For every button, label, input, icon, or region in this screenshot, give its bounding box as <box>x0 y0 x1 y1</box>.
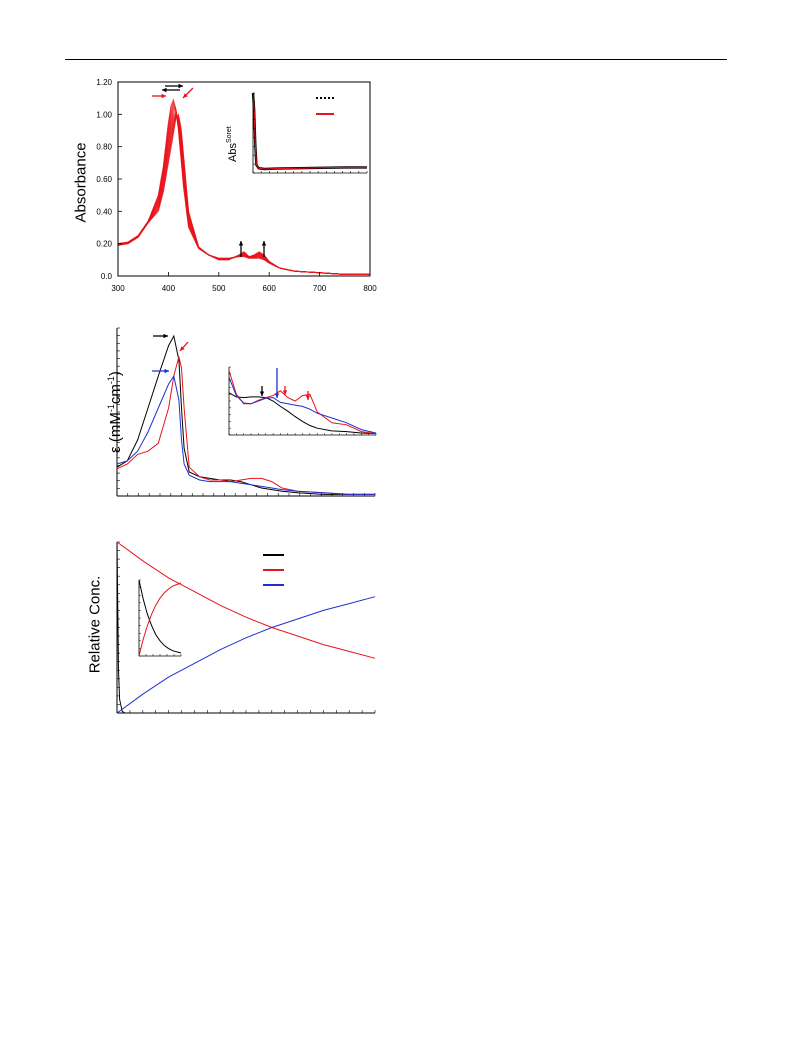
panel-b-series <box>116 356 375 495</box>
panel-a-arrow-red-2-head <box>183 93 188 98</box>
panel-b-ylabel-sup1: -1 <box>106 404 116 413</box>
panel-b-inset-arrow-red-2-head <box>305 395 311 400</box>
panel-c-inset-series <box>138 582 182 657</box>
panel-a-ytick-label: 1.20 <box>96 78 112 87</box>
header-rule <box>65 59 727 60</box>
panel-b-inset-arrow-black-head <box>259 391 265 396</box>
panel-a-ytick-label: 0.0 <box>101 272 113 281</box>
panel-b-arrow-blue-head <box>164 368 169 374</box>
panel-a-xtick-label: 500 <box>212 284 226 293</box>
panel-a-inset-ylabel-sup: Soret <box>226 126 233 143</box>
panel-a-xtick-label: 300 <box>111 284 125 293</box>
panel-c-series <box>116 596 376 714</box>
panel-a-xtick-label: 400 <box>162 284 176 293</box>
panel-a-ytick-label: 1.00 <box>96 110 112 119</box>
panel-b-inset-arrow-red-1-head <box>282 390 288 395</box>
panel-b-inset-series <box>228 392 377 435</box>
panel-a-ytick-label: 0.40 <box>96 207 112 216</box>
panel-c-ylabel: Relative Conc. <box>86 575 104 674</box>
panel-c-inset-series <box>138 579 182 654</box>
panel-b-arrow-black-head <box>163 333 168 339</box>
panel-a-xtick-label: 800 <box>363 284 377 293</box>
panel-a-xtick-label: 700 <box>313 284 327 293</box>
panel-a-inset-ylabel-main: Abs <box>227 143 239 162</box>
panel-c-series <box>116 541 125 714</box>
panel-a-arrow-up-2-head <box>261 241 267 246</box>
panel-a-trace <box>117 113 370 275</box>
panel-a-ytick-label: 0.60 <box>96 175 112 184</box>
panel-c-series <box>116 541 376 659</box>
panel-b-ylabel-prefix: ε (mM <box>107 412 124 453</box>
panel-b-arrow-red-head <box>180 346 185 351</box>
panel-b-ylabel: ε (mM-1cm-1) <box>106 352 124 472</box>
panel-a-arrow-red-1-head <box>161 93 166 99</box>
panel-b-inset-arrow-blue-head <box>274 393 280 398</box>
panel-a-arrow-right-head <box>178 83 183 89</box>
panel-a-ytick-label: 0.80 <box>96 143 112 152</box>
panel-a-inset-ylabel: AbsSoret <box>226 126 239 162</box>
panel-b-series <box>116 374 375 495</box>
panel-b-series <box>116 334 375 495</box>
panel-a-arrow-left-head <box>162 87 167 93</box>
panel-a-inset-bg <box>253 93 367 173</box>
panel-b-inset-series <box>228 370 377 435</box>
panel-a-ytick-label: 0.20 <box>96 240 112 249</box>
panel-b-inset-series <box>228 377 377 434</box>
panel-a-xtick-label: 600 <box>263 284 277 293</box>
panel-b-ylabel-suffix: ) <box>107 371 124 377</box>
panel-a-arrow-up-1-head <box>238 241 244 246</box>
panel-b-ylabel-mid: cm <box>107 384 124 405</box>
panel-a-inset-series <box>252 92 367 170</box>
panel-b-ylabel-sup2: -1 <box>106 376 116 385</box>
